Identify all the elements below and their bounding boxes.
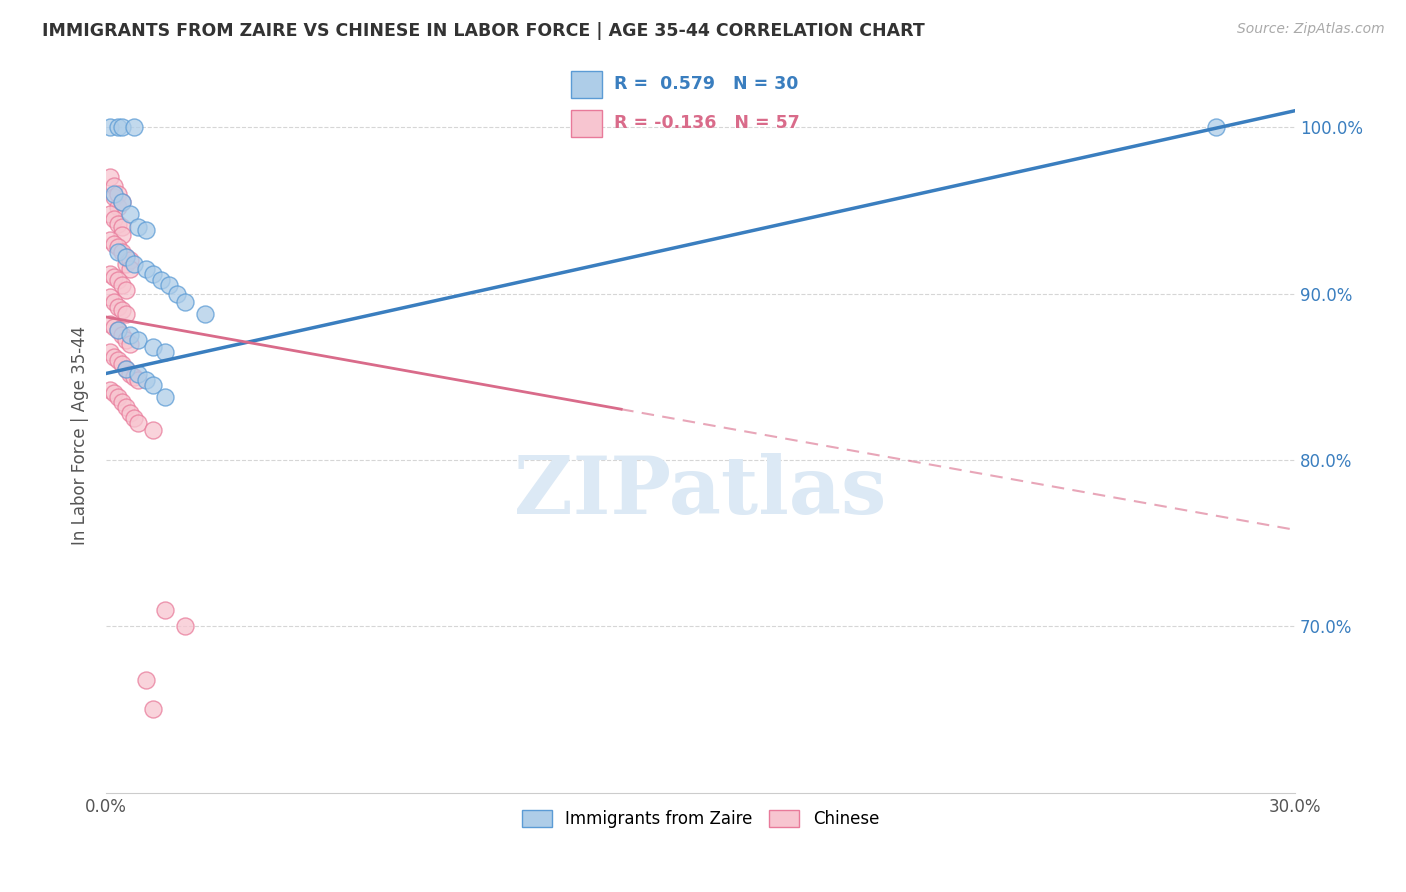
Point <box>142 702 165 716</box>
Point <box>103 350 125 364</box>
Point <box>127 333 149 347</box>
Point <box>111 245 134 260</box>
Point <box>118 261 141 276</box>
Point <box>114 361 136 376</box>
Point <box>142 340 165 354</box>
Point <box>114 307 136 321</box>
Point <box>194 307 217 321</box>
Point <box>103 386 125 401</box>
Point <box>114 400 136 414</box>
Point <box>103 211 125 226</box>
Point <box>107 245 129 260</box>
Point <box>155 603 177 617</box>
Point <box>114 250 136 264</box>
Point <box>103 190 125 204</box>
Point <box>111 228 134 243</box>
Point <box>98 207 121 221</box>
Point <box>111 394 134 409</box>
Point <box>157 278 180 293</box>
Legend: Immigrants from Zaire, Chinese: Immigrants from Zaire, Chinese <box>515 803 886 834</box>
Point <box>107 120 129 135</box>
Point <box>107 300 129 314</box>
Point <box>111 120 134 135</box>
Point <box>98 120 121 135</box>
Point <box>98 344 121 359</box>
Text: IMMIGRANTS FROM ZAIRE VS CHINESE IN LABOR FORCE | AGE 35-44 CORRELATION CHART: IMMIGRANTS FROM ZAIRE VS CHINESE IN LABO… <box>42 22 925 40</box>
Point <box>135 373 157 387</box>
Point <box>150 273 173 287</box>
Point <box>174 619 197 633</box>
Point <box>107 353 129 368</box>
Point <box>111 195 134 210</box>
Point <box>111 328 134 343</box>
Point <box>118 328 141 343</box>
Point <box>127 373 149 387</box>
Point <box>114 257 136 271</box>
Point <box>127 220 149 235</box>
Text: R =  0.579   N = 30: R = 0.579 N = 30 <box>614 76 799 94</box>
Point <box>107 390 129 404</box>
Point <box>111 220 134 235</box>
Point <box>135 223 157 237</box>
Point <box>103 295 125 310</box>
Text: ZIPatlas: ZIPatlas <box>515 453 887 532</box>
Point <box>1205 120 1227 135</box>
Point <box>98 317 121 331</box>
Point <box>122 369 145 384</box>
Point <box>135 261 157 276</box>
Point <box>111 303 134 318</box>
Point <box>114 333 136 347</box>
Point <box>118 207 141 221</box>
Point <box>103 236 125 251</box>
Bar <box>571 110 602 137</box>
Point <box>107 217 129 231</box>
Point <box>98 234 121 248</box>
Point <box>107 273 129 287</box>
Point <box>155 344 177 359</box>
Point <box>107 323 129 337</box>
Point <box>103 320 125 334</box>
Point <box>111 357 134 371</box>
Point <box>118 367 141 381</box>
Point <box>122 411 145 425</box>
Point <box>122 120 145 135</box>
Point <box>114 361 136 376</box>
Point <box>114 250 136 264</box>
Point <box>103 178 125 193</box>
Point <box>98 290 121 304</box>
Point <box>98 383 121 397</box>
Point <box>166 286 188 301</box>
Bar <box>571 71 602 98</box>
Y-axis label: In Labor Force | Age 35-44: In Labor Force | Age 35-44 <box>72 326 89 545</box>
Point <box>142 267 165 281</box>
Point <box>114 283 136 297</box>
Point <box>107 186 129 201</box>
Point <box>142 378 165 392</box>
Text: R = -0.136   N = 57: R = -0.136 N = 57 <box>614 114 800 132</box>
Point <box>98 170 121 185</box>
Point <box>98 267 121 281</box>
Point <box>111 195 134 210</box>
Point <box>122 257 145 271</box>
Point <box>118 406 141 420</box>
Point <box>107 200 129 214</box>
Point <box>111 278 134 293</box>
Point <box>174 295 197 310</box>
Point <box>118 336 141 351</box>
Point <box>107 240 129 254</box>
Point <box>103 270 125 285</box>
Point <box>155 390 177 404</box>
Point <box>118 253 141 268</box>
Point <box>142 423 165 437</box>
Point <box>107 323 129 337</box>
Point <box>127 367 149 381</box>
Point <box>135 673 157 687</box>
Text: Source: ZipAtlas.com: Source: ZipAtlas.com <box>1237 22 1385 37</box>
Point <box>103 186 125 201</box>
Point <box>127 417 149 431</box>
